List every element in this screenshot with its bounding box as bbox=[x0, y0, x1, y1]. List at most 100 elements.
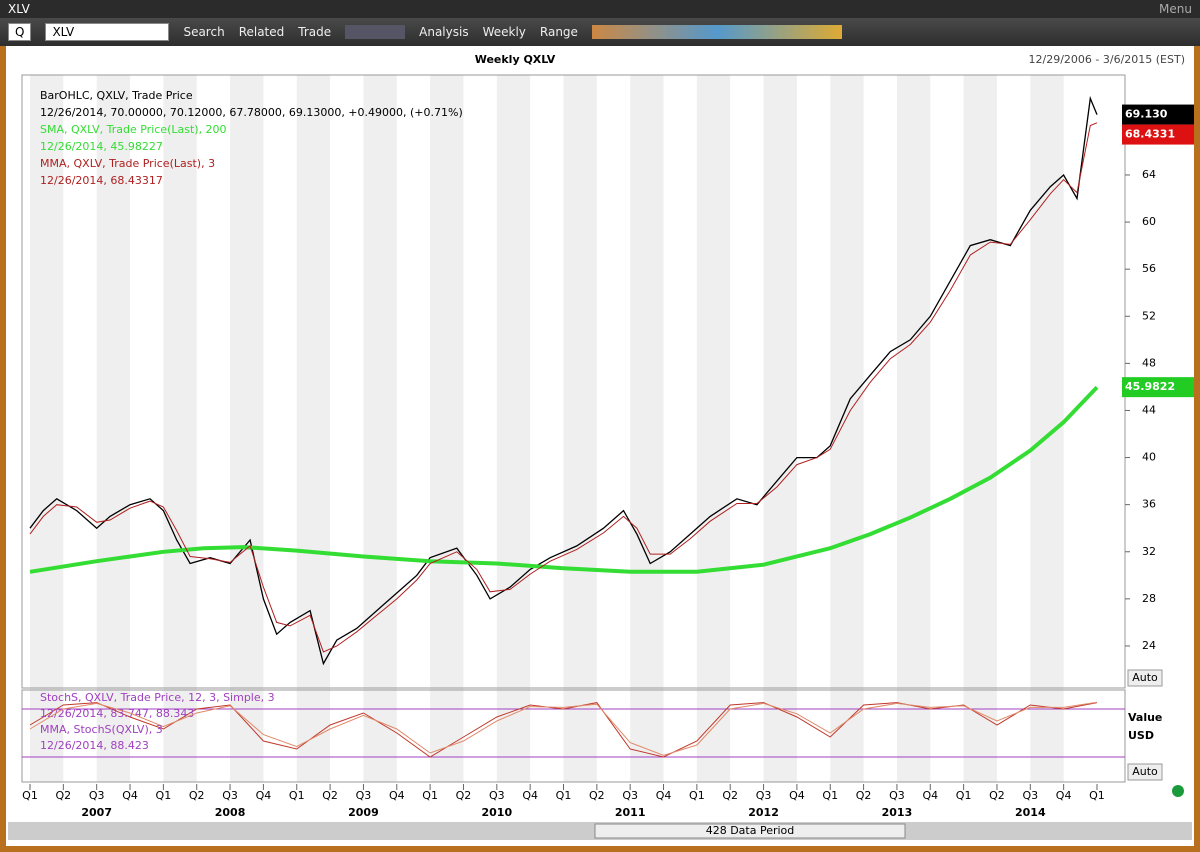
quarter-band bbox=[163, 75, 197, 782]
legend-name: MMA, QXLV, Trade Price(Last), 3 bbox=[40, 157, 215, 170]
toolbar-button[interactable]: Related bbox=[238, 25, 285, 39]
x-tick-label: Q4 bbox=[789, 789, 805, 802]
price-tag-label: 69.130 bbox=[1125, 108, 1168, 121]
x-tick-label: Q1 bbox=[156, 789, 172, 802]
quarter-band bbox=[830, 75, 864, 782]
scroll-thumb[interactable] bbox=[594, 823, 906, 839]
series-line bbox=[29, 701, 1098, 756]
x-tick-label: Q4 bbox=[256, 789, 272, 802]
x-tick-label: Q2 bbox=[322, 789, 338, 802]
x-tick-label: Q1 bbox=[689, 789, 705, 802]
series-line bbox=[29, 385, 1099, 574]
y-tick-label: 36 bbox=[1142, 498, 1156, 511]
legend-detail: 12/26/2014, 45.98227 bbox=[40, 140, 163, 153]
legend-detail: 12/26/2014, 88.423 bbox=[40, 739, 149, 752]
toolbar-button[interactable]: Analysis bbox=[419, 25, 469, 39]
y-tick-label: 28 bbox=[1142, 592, 1156, 605]
quarter-band bbox=[30, 75, 64, 782]
x-tick-label: Q2 bbox=[56, 789, 72, 802]
auto-button[interactable] bbox=[1127, 763, 1163, 781]
x-tick-label: Q3 bbox=[889, 789, 905, 802]
quarter-band bbox=[363, 75, 397, 782]
x-tick-label: Q1 bbox=[22, 789, 38, 802]
data-period: 428 Data Period bbox=[706, 824, 795, 837]
legend-name: MMA, StochS(QXLV), 3 bbox=[40, 723, 163, 736]
toolbar-button[interactable]: Weekly bbox=[482, 25, 526, 39]
x-tick-label: Q3 bbox=[622, 789, 638, 802]
symbol-input[interactable]: XLV bbox=[45, 23, 170, 41]
symbol-prefix[interactable]: Q bbox=[8, 23, 32, 41]
status-dot bbox=[1172, 785, 1184, 797]
menu[interactable]: Menu bbox=[1159, 2, 1192, 16]
chart: Weekly QXLV 12/29/2006 - 3/6/2015 (EST) … bbox=[6, 46, 1194, 846]
y-tick-label: 64 bbox=[1142, 168, 1156, 181]
quarter-band bbox=[563, 75, 597, 782]
x-tick-label: Q2 bbox=[589, 789, 605, 802]
legend-name: StochS, QXLV, Trade Price, 12, 3, Simple… bbox=[40, 691, 275, 704]
x-tick-label: Q2 bbox=[722, 789, 738, 802]
x-tick-label: Q3 bbox=[222, 789, 238, 802]
y-tick-label: 56 bbox=[1142, 262, 1156, 275]
y-tick-label: 52 bbox=[1142, 309, 1156, 322]
x-tick-label: Q4 bbox=[389, 789, 405, 802]
year-label: 2010 bbox=[481, 806, 512, 819]
x-tick-label: Q4 bbox=[656, 789, 672, 802]
toolbar-button[interactable]: Trade bbox=[298, 25, 332, 39]
y-tick-label: 44 bbox=[1142, 403, 1156, 416]
y-tick-label: 24 bbox=[1142, 639, 1156, 652]
auto-label[interactable]: Auto bbox=[1132, 671, 1158, 684]
x-tick-label: Q2 bbox=[856, 789, 872, 802]
x-tick-label: Q3 bbox=[356, 789, 372, 802]
year-label: 2013 bbox=[882, 806, 913, 819]
quarter-band bbox=[96, 75, 131, 782]
toolbar-button[interactable]: Search bbox=[183, 25, 225, 39]
x-tick-label: Q1 bbox=[1089, 789, 1105, 802]
x-tick-label: Q1 bbox=[556, 789, 572, 802]
year-label: 2014 bbox=[1015, 806, 1046, 819]
quarter-band bbox=[963, 75, 997, 782]
date-range: 12/29/2006 - 3/6/2015 (EST) bbox=[1029, 53, 1186, 66]
quarter-band bbox=[296, 75, 331, 782]
y-tick-label: 60 bbox=[1142, 215, 1156, 228]
legend-name: BarOHLC, QXLV, Trade Price bbox=[40, 89, 193, 102]
price-tag bbox=[1122, 104, 1194, 125]
series-line bbox=[29, 95, 1098, 666]
quarter-band bbox=[496, 75, 531, 782]
x-tick-label: Q4 bbox=[922, 789, 938, 802]
price-tag bbox=[1122, 124, 1194, 145]
icon-group[interactable] bbox=[591, 25, 842, 39]
series-line bbox=[29, 702, 1098, 758]
stoch-frame bbox=[21, 689, 1126, 783]
quarter-band bbox=[630, 75, 664, 782]
year-label: 2011 bbox=[615, 806, 646, 819]
auto-label[interactable]: Auto bbox=[1132, 765, 1158, 778]
x-tick-label: Q3 bbox=[756, 789, 772, 802]
price-tag bbox=[1122, 377, 1194, 398]
price-tag-label: 68.4331 bbox=[1125, 128, 1175, 141]
x-tick-label: Q1 bbox=[956, 789, 972, 802]
x-tick-label: Q1 bbox=[822, 789, 838, 802]
x-tick-label: Q2 bbox=[989, 789, 1005, 802]
price-tag-label: 45.9822 bbox=[1125, 380, 1175, 393]
window-title: XLV bbox=[8, 2, 30, 16]
series-line bbox=[29, 122, 1098, 653]
legend-name: SMA, QXLV, Trade Price(Last), 200 bbox=[40, 123, 227, 136]
stoch-axis-unit: USD bbox=[1128, 729, 1154, 742]
x-tick-label: Q2 bbox=[456, 789, 472, 802]
x-tick-label: Q2 bbox=[189, 789, 205, 802]
toolbar-button[interactable]: Range bbox=[539, 25, 578, 39]
auto-button[interactable] bbox=[1127, 669, 1163, 687]
legend-detail: 12/26/2014, 83.747, 88.343 bbox=[40, 707, 194, 720]
chart-title: Weekly QXLV bbox=[475, 53, 556, 66]
year-label: 2012 bbox=[748, 806, 779, 819]
y-tick-label: 32 bbox=[1142, 545, 1156, 558]
quarter-band bbox=[896, 75, 931, 782]
legend-detail: 12/26/2014, 70.00000, 70.12000, 67.78000… bbox=[40, 106, 463, 119]
year-label: 2008 bbox=[215, 806, 246, 819]
icon-group[interactable] bbox=[345, 25, 406, 39]
stoch-axis-label: Value bbox=[1128, 711, 1162, 724]
y-tick-label: 40 bbox=[1142, 451, 1156, 464]
quarter-band bbox=[696, 75, 731, 782]
x-tick-label: Q4 bbox=[122, 789, 138, 802]
